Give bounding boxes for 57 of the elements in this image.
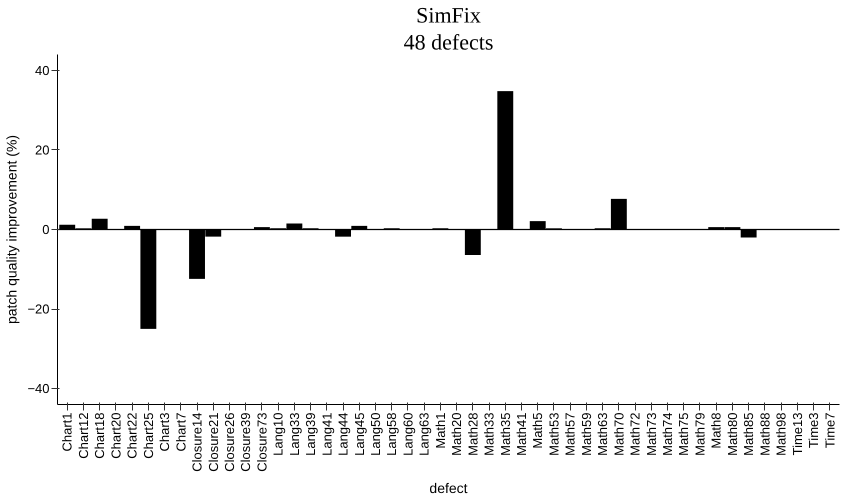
x-tick-label: Closure39 — [238, 412, 254, 472]
x-tick-label: Closure26 — [222, 412, 237, 472]
y-tick-label: 40 — [35, 62, 50, 78]
x-axis-title: defect — [429, 480, 468, 496]
x-tick-label: Lang39 — [303, 412, 318, 456]
x-tick-label: Lang44 — [336, 412, 351, 456]
x-tick-label: Chart20 — [108, 412, 124, 459]
x-tick-label: Math80 — [724, 412, 740, 456]
x-tick-label: Math35 — [498, 412, 513, 456]
x-tick-label: Chart7 — [173, 412, 188, 452]
x-tick-label: Lang41 — [319, 412, 334, 456]
x-tick-label: Math59 — [578, 412, 594, 456]
x-tick-label: Math41 — [514, 412, 530, 456]
x-tick-label: Lang60 — [400, 412, 416, 456]
x-tick-label: Math79 — [692, 412, 708, 456]
x-tick-label: Time13 — [790, 412, 805, 456]
chart-title: SimFix — [416, 2, 481, 28]
x-tick-label: Lang33 — [286, 412, 302, 456]
x-tick-label: Math28 — [465, 412, 480, 456]
x-tick-label: Chart12 — [76, 412, 91, 459]
x-tick-label: Math75 — [676, 412, 692, 456]
y-tick-label: −40 — [27, 381, 50, 396]
x-tick-label: Math63 — [595, 412, 610, 456]
x-tick-label: Time3 — [806, 412, 822, 448]
x-tick-label: Math73 — [644, 412, 659, 456]
x-tick-label: Math1 — [432, 412, 448, 449]
x-tick-label: Chart22 — [124, 412, 140, 459]
x-tick-label: Time7 — [822, 412, 838, 448]
x-tick-label: Math88 — [757, 412, 772, 456]
x-tick-label: Math53 — [546, 412, 562, 456]
x-tick-label: Closure21 — [206, 412, 221, 472]
x-tick-label: Chart25 — [140, 412, 156, 459]
x-tick-label: Math33 — [482, 412, 497, 456]
y-axis-title: patch quality improvement (%) — [3, 134, 20, 324]
y-tick-label: −20 — [27, 302, 50, 317]
x-tick-label: Lang45 — [352, 412, 367, 456]
x-tick-label: Lang58 — [384, 412, 400, 456]
x-tick-label: Lang63 — [416, 412, 432, 456]
x-tick-label: Math98 — [774, 412, 789, 456]
x-tick-label: Closure73 — [254, 412, 270, 472]
x-tick-label: Math8 — [708, 412, 724, 449]
x-tick-label: Chart3 — [157, 412, 172, 452]
x-tick-label: Math72 — [628, 412, 643, 456]
x-tick-label: Math70 — [611, 412, 626, 456]
x-tick-label: Chart1 — [60, 412, 75, 452]
x-tick-label: Math85 — [741, 412, 756, 456]
y-tick-label: 20 — [35, 142, 50, 158]
x-tick-label: Chart18 — [92, 412, 108, 459]
x-tick-label: Math74 — [660, 412, 676, 456]
x-tick-label: Math5 — [530, 412, 546, 449]
x-tick-label: Math20 — [449, 412, 464, 456]
x-tick-label: Closure14 — [190, 412, 205, 472]
x-tick-label: Math57 — [562, 412, 578, 456]
x-tick-label: Lang50 — [368, 412, 383, 456]
x-tick-label: Lang10 — [270, 412, 286, 456]
chart-subtitle: 48 defects — [404, 30, 494, 54]
y-tick-label: 0 — [42, 222, 50, 237]
